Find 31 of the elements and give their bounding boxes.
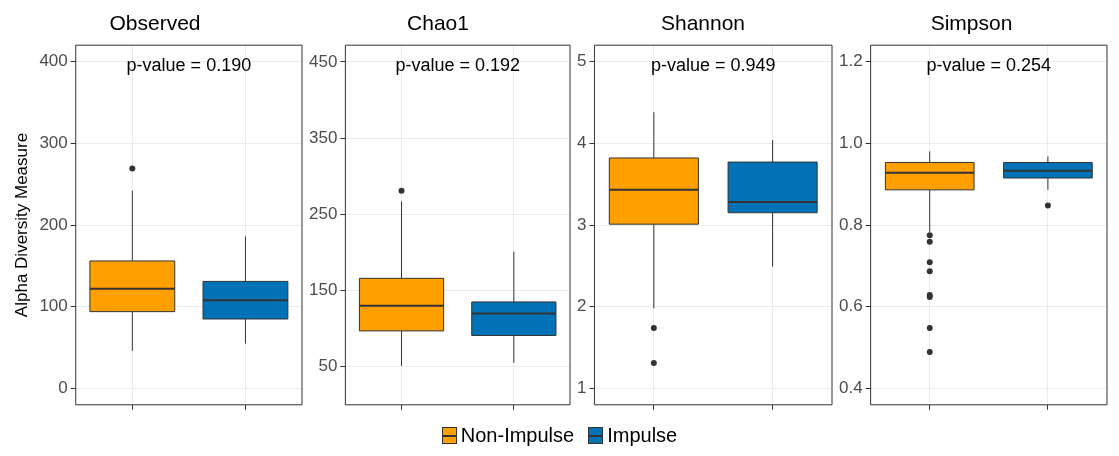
y-tick-label: 0.4	[838, 378, 863, 398]
y-tick-label: 0.8	[838, 214, 863, 234]
y-tick-label: 1	[576, 378, 587, 398]
y-axis-title: Alpha Diversity Measure	[11, 132, 31, 318]
annotation: p-value = 0.254	[926, 55, 1052, 76]
y-tick-label: 450	[308, 51, 338, 71]
annotation: p-value = 0.949	[650, 55, 776, 76]
y-tick-label: 0	[58, 378, 68, 398]
y-tick-label: 50	[318, 356, 338, 376]
y-tick-label: 1.0	[838, 132, 863, 152]
chart-title: Simpson	[930, 11, 1013, 35]
legend-label: Impulse	[607, 424, 678, 447]
y-tick-label: 150	[308, 280, 338, 300]
chart-title: Shannon	[660, 11, 746, 35]
y-tick-label: 4	[576, 132, 587, 152]
y-tick-label: 5	[576, 51, 587, 71]
y-tick-label: 1.2	[838, 51, 863, 71]
y-tick-label: 300	[39, 132, 68, 152]
y-tick-label: 3	[576, 214, 587, 234]
annotation: p-value = 0.192	[395, 55, 520, 76]
y-tick-label: 350	[308, 127, 338, 147]
annotation: p-value = 0.190	[126, 55, 252, 76]
y-tick-label: 250	[308, 204, 338, 224]
y-tick-label: 200	[39, 214, 68, 234]
y-tick-label: 0.6	[838, 296, 863, 316]
chart-title: Observed	[109, 11, 201, 35]
y-tick-label: 400	[39, 51, 68, 71]
chart-title: Chao1	[407, 11, 469, 35]
y-tick-label: 2	[576, 296, 587, 316]
legend-label: Non-Impulse	[460, 424, 575, 447]
y-tick-label: 100	[39, 296, 68, 316]
